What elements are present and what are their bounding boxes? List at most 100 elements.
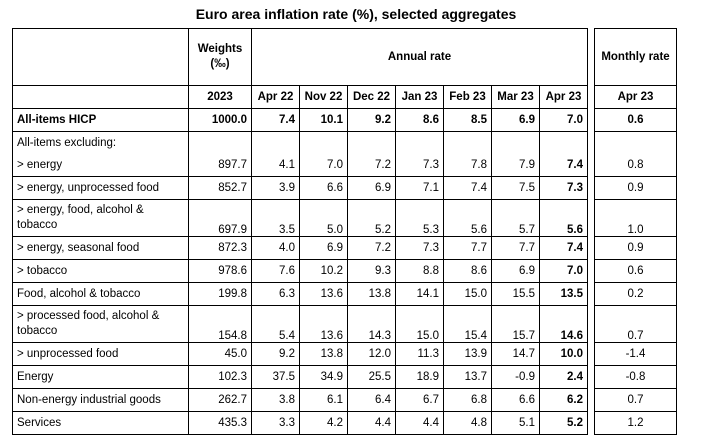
rate-cell: 2.4 [539, 365, 588, 389]
row-label: > energy, seasonal food [12, 236, 189, 260]
table-row: > energy, unprocessed food 852.7 3.9 6.6 6.9… [12, 176, 677, 200]
rate-cell: 4.8 [443, 411, 492, 435]
monthly-cell: 0.7 [594, 388, 677, 412]
rate-cell: 13.8 [299, 342, 348, 366]
row-label: All-items excluding: [12, 131, 189, 154]
rate-cell: 4.0 [251, 236, 300, 260]
monthly-cell: 0.7 [594, 305, 677, 343]
weight-cell [188, 131, 252, 154]
weight-cell: 872.3 [188, 236, 252, 260]
rate-cell: 7.0 [299, 154, 348, 177]
row-label: > energy, food, alcohol & tobacco [12, 199, 189, 237]
rate-cell: 14.3 [347, 305, 396, 343]
rate-cell: 34.9 [299, 365, 348, 389]
column-gap [587, 199, 595, 237]
rate-cell: 5.1 [491, 411, 540, 435]
column-gap [587, 85, 595, 109]
header-month: Jan 23 [395, 85, 444, 109]
header-blank [12, 28, 189, 86]
rate-cell: 7.4 [443, 176, 492, 200]
weight-cell: 697.9 [188, 199, 252, 237]
rate-cell: 7.5 [491, 176, 540, 200]
table-row: All-items HICP 1000.0 7.4 10.1 9.2 8.6 8.5 6.9 7… [12, 108, 677, 132]
rate-cell: 15.4 [443, 305, 492, 343]
rate-cell: 7.0 [539, 108, 588, 132]
table-title: Euro area inflation rate (%), selected a… [195, 6, 517, 22]
rate-cell: 7.3 [395, 236, 444, 260]
rate-cell: 10.0 [539, 342, 588, 366]
rate-cell: 7.4 [539, 154, 588, 177]
header-month: Apr 23 [539, 85, 588, 109]
rate-cell [299, 131, 348, 154]
rate-cell: 5.4 [251, 305, 300, 343]
rate-cell: 4.2 [299, 411, 348, 435]
rate-cell: 4.4 [347, 411, 396, 435]
rate-cell: 6.1 [299, 388, 348, 412]
weight-cell: 435.3 [188, 411, 252, 435]
weight-cell: 45.0 [188, 342, 252, 366]
weight-cell: 102.3 [188, 365, 252, 389]
monthly-cell: -1.4 [594, 342, 677, 366]
header-weights: Weights (‰) [188, 28, 252, 86]
rate-cell: 12.0 [347, 342, 396, 366]
rate-cell: 7.2 [347, 154, 396, 177]
rate-cell: 10.1 [299, 108, 348, 132]
rate-cell: 7.7 [443, 236, 492, 260]
row-label: Non-energy industrial goods [12, 388, 189, 412]
column-gap [587, 108, 595, 132]
monthly-cell: 0.6 [594, 108, 677, 132]
rate-cell: 6.6 [299, 176, 348, 200]
rate-cell: 6.8 [443, 388, 492, 412]
rate-cell: 8.8 [395, 259, 444, 283]
monthly-cell: 0.6 [594, 259, 677, 283]
monthly-cell: 0.8 [594, 154, 677, 177]
rate-cell [491, 131, 540, 154]
rate-cell: 15.7 [491, 305, 540, 343]
rate-cell: 15.0 [443, 282, 492, 306]
rate-cell: 5.6 [443, 199, 492, 237]
table-row: Energy 102.3 37.5 34.9 25.5 18.9 13.7 -0.9 2.4 -0… [12, 365, 677, 389]
header-weights-year: 2023 [188, 85, 252, 109]
row-label: Energy [12, 365, 189, 389]
column-gap [587, 365, 595, 389]
row-label: All-items HICP [12, 108, 189, 132]
monthly-cell: 1.0 [594, 199, 677, 237]
rate-cell: 6.9 [491, 108, 540, 132]
rate-cell: 4.1 [251, 154, 300, 177]
row-label: > energy, unprocessed food [12, 176, 189, 200]
monthly-cell [594, 131, 677, 154]
header-month: Dec 22 [347, 85, 396, 109]
column-gap [587, 388, 595, 412]
rate-cell: 18.9 [395, 365, 444, 389]
row-label: Services [12, 411, 189, 435]
header-blank-2 [12, 85, 189, 109]
column-gap [587, 342, 595, 366]
row-label: > energy [12, 154, 189, 177]
table-row: Services 435.3 3.3 4.2 4.4 4.4 4.8 5.1 5.2 1.2 [12, 411, 677, 435]
rate-cell [251, 131, 300, 154]
table-row: Food, alcohol & tobacco 199.8 6.3 13.6 13.8 1… [12, 282, 677, 306]
header-month: Nov 22 [299, 85, 348, 109]
rate-cell: 7.8 [443, 154, 492, 177]
rate-cell: 6.6 [491, 388, 540, 412]
table-row: > processed food, alcohol & tobacco 154.8… [12, 305, 677, 343]
rate-cell [443, 131, 492, 154]
rate-cell: 6.2 [539, 388, 588, 412]
rate-cell: 5.6 [539, 199, 588, 237]
rate-cell: 8.6 [395, 108, 444, 132]
weight-cell: 852.7 [188, 176, 252, 200]
column-gap [587, 131, 595, 154]
table-row: > energy, food, alcohol & tobacco 697.9 3.… [12, 199, 677, 237]
rate-cell [539, 131, 588, 154]
rate-cell: 13.9 [443, 342, 492, 366]
rate-cell: 7.4 [251, 108, 300, 132]
header-annual-rate: Annual rate [251, 28, 588, 86]
column-gap [587, 259, 595, 283]
column-gap [587, 236, 595, 260]
table-row: > energy, seasonal food 872.3 4.0 6.9 7.2 7.3… [12, 236, 677, 260]
rate-cell: 3.3 [251, 411, 300, 435]
monthly-cell: 0.9 [594, 176, 677, 200]
column-gap [587, 411, 595, 435]
rate-cell: 7.1 [395, 176, 444, 200]
table-body: All-items HICP 1000.0 7.4 10.1 9.2 8.6 8.5 6.9 7… [12, 108, 677, 435]
